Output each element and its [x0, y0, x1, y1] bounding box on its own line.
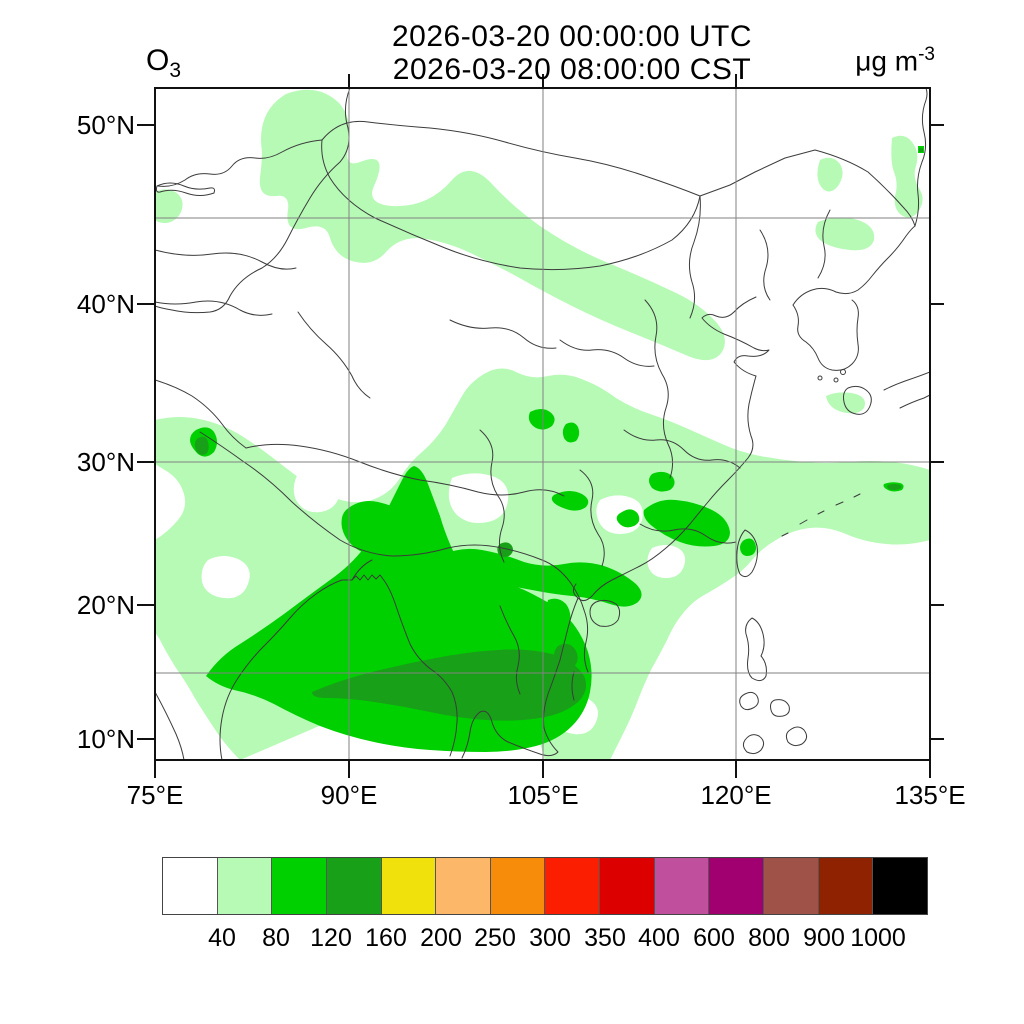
- graticule-gridlines: [155, 88, 930, 760]
- title-utc: 2026-03-20 00:00:00 UTC: [391, 20, 753, 53]
- colorbar: [162, 857, 928, 915]
- colorbar-label: 400: [638, 924, 680, 952]
- colorbar-cell: [272, 858, 327, 914]
- colorbar-cell: [490, 858, 546, 914]
- colorbar-label: 1000: [850, 924, 906, 952]
- colorbar-cell: [818, 858, 874, 914]
- colorbar-cell: [600, 858, 655, 914]
- colorbar-label: 160: [365, 924, 407, 952]
- lon-label-105e: 105°E: [507, 780, 579, 810]
- colorbar-label: 800: [748, 924, 790, 952]
- colorbar-cell: [764, 858, 819, 914]
- colorbar-cell: [545, 858, 601, 914]
- axis-ticks: [137, 74, 944, 778]
- colorbar-label: 250: [474, 924, 516, 952]
- units-label: μg m-3: [700, 44, 935, 77]
- lat-label-50n: 50°N: [76, 110, 135, 140]
- lat-label-10n: 10°N: [76, 724, 135, 754]
- colorbar-cell: [873, 858, 927, 914]
- colorbar-label: 80: [262, 924, 290, 952]
- lon-label-120e: 120°E: [700, 780, 772, 810]
- units-exponent: -3: [918, 44, 935, 65]
- lon-label-90e: 90°E: [320, 780, 378, 810]
- colorbar-label: 300: [529, 924, 571, 952]
- colorbar-label: 120: [310, 924, 352, 952]
- species-subscript: 3: [169, 59, 182, 82]
- lat-label-40n: 40°N: [76, 289, 135, 319]
- colorbar-label: 200: [420, 924, 462, 952]
- colorbar-cell: [217, 858, 273, 914]
- colorbar-cell: [436, 858, 491, 914]
- colorbar-label: 40: [208, 924, 236, 952]
- species-base: O: [146, 44, 170, 77]
- colorbar-cell: [326, 858, 382, 914]
- lat-label-30n: 30°N: [76, 447, 135, 477]
- lon-label-135e: 135°E: [894, 780, 966, 810]
- colorbar-label: 350: [584, 924, 626, 952]
- lat-label-20n: 20°N: [76, 590, 135, 620]
- colorbar-cell: [709, 858, 765, 914]
- title-cst: 2026-03-20 08:00:00 CST: [392, 53, 752, 86]
- lon-label-75e: 75°E: [126, 780, 184, 810]
- colorbar-cell: [163, 858, 218, 914]
- colorbar-label: 900: [803, 924, 845, 952]
- colorbar-cell: [654, 858, 710, 914]
- colorbar-cell: [381, 858, 437, 914]
- units-base: μg m: [855, 45, 919, 77]
- colorbar-label: 600: [693, 924, 735, 952]
- species-label: O3: [146, 44, 181, 83]
- coastline-borders: [155, 88, 930, 760]
